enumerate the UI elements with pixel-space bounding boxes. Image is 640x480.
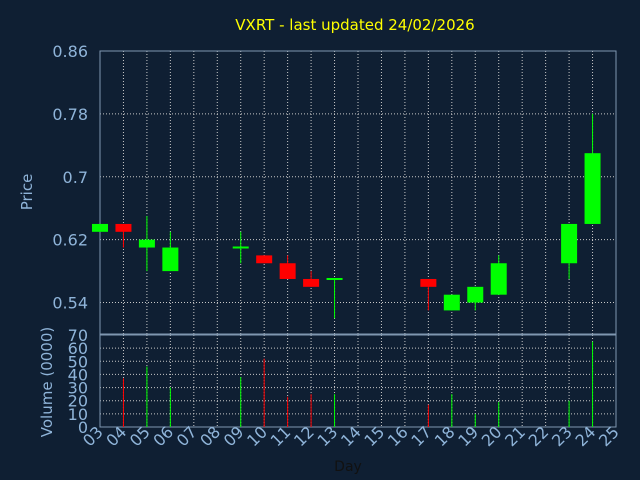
volume-tick-label: 60 <box>68 339 88 358</box>
candle-body <box>92 223 108 232</box>
candle-body <box>561 223 578 264</box>
volume-tick-label: 20 <box>68 392 88 411</box>
volume-panel-frame <box>99 334 617 428</box>
price-panel: 0.86 0.78 0.7 0.62 0.54 <box>52 42 617 335</box>
volume-tick-label: 0 <box>78 418 88 437</box>
candle-body <box>584 153 601 224</box>
volume-axis-label: Volume (0000) <box>38 327 56 437</box>
price-tick-label: 0.7 <box>63 168 88 187</box>
candle-body <box>279 263 296 279</box>
volume-tick-label: 30 <box>68 379 88 398</box>
volume-tick-label: 40 <box>68 365 88 384</box>
candle-body <box>443 294 460 311</box>
chart-title: VXRT - last updated 24/02/2026 <box>235 16 474 34</box>
price-tick-label: 0.86 <box>52 42 88 61</box>
candle-body <box>115 223 132 232</box>
candle-body <box>490 263 507 295</box>
candle-body <box>162 247 179 272</box>
candle-body <box>467 286 484 303</box>
price-axis-label: Price <box>18 174 36 211</box>
price-panel-frame <box>99 50 617 335</box>
price-tick-label: 0.54 <box>52 294 88 313</box>
candle-body <box>138 239 155 248</box>
candle-body <box>256 255 273 264</box>
volume-tick-label: 70 <box>68 326 88 345</box>
price-tick-label: 0.78 <box>52 105 88 124</box>
volume-tick-label: 50 <box>68 352 88 371</box>
volume-tick-label: 10 <box>68 405 88 424</box>
day-axis-label: Day <box>334 459 362 475</box>
candle-body <box>420 278 437 287</box>
candle-body <box>303 278 320 287</box>
price-tick-label: 0.62 <box>52 231 88 250</box>
day-axis: 0304050607080910111213141516171819202122… <box>79 422 623 450</box>
